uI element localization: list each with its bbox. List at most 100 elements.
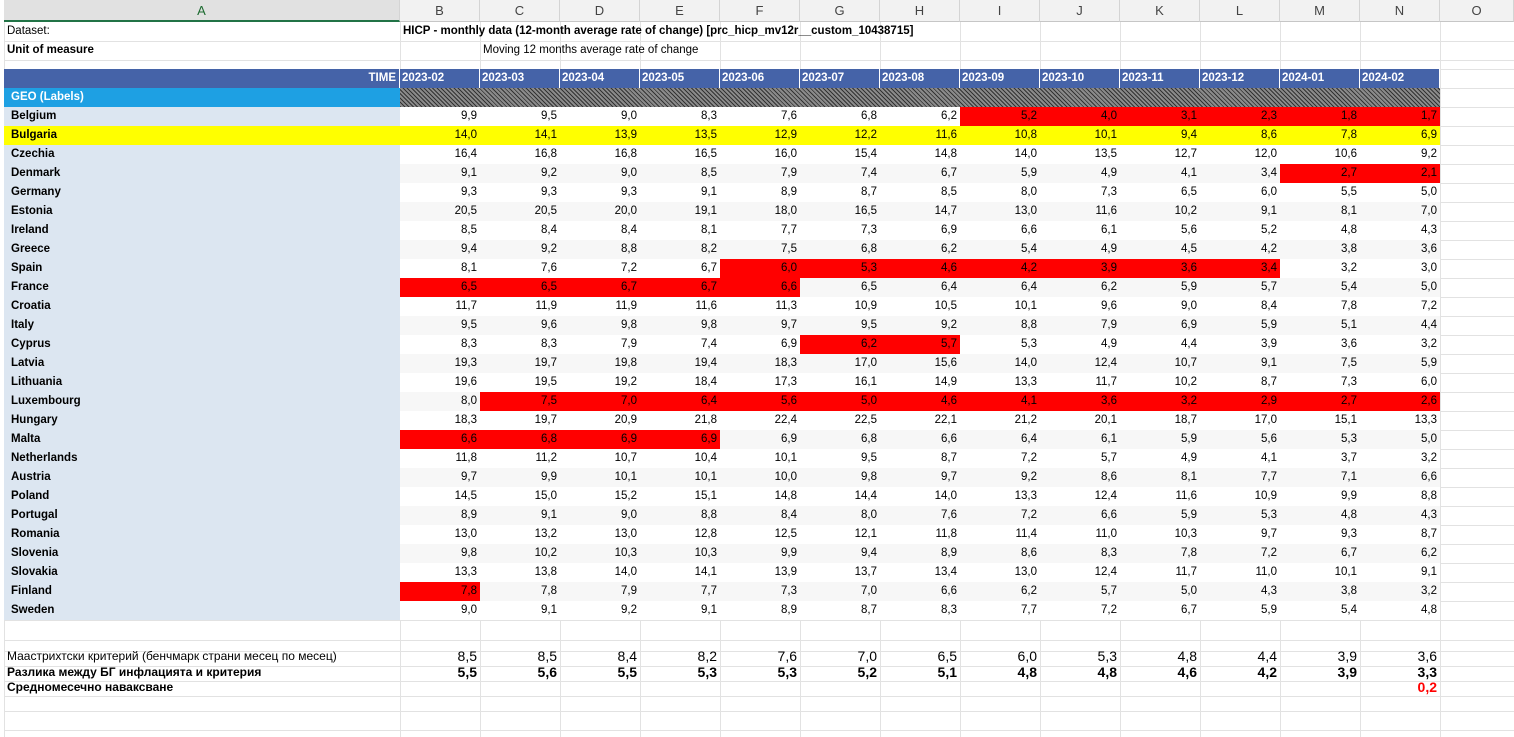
value-cell[interactable]: 7,8	[1120, 544, 1200, 563]
value-cell[interactable]: 5,9	[960, 164, 1040, 183]
value-cell[interactable]: 10,1	[560, 468, 640, 487]
value-cell[interactable]: 9,1	[480, 506, 560, 525]
value-cell[interactable]: 6,8	[800, 107, 880, 126]
period-header[interactable]: 2023-12	[1200, 69, 1280, 88]
criterion-value[interactable]: 8,2	[697, 648, 717, 664]
value-cell[interactable]: 8,3	[480, 335, 560, 354]
value-cell[interactable]: 5,9	[1360, 354, 1440, 373]
value-cell[interactable]: 8,6	[1040, 468, 1120, 487]
value-cell[interactable]: 12,4	[1040, 487, 1120, 506]
value-cell[interactable]: 4,8	[1280, 221, 1360, 240]
value-cell[interactable]: 8,1	[400, 259, 480, 278]
value-cell[interactable]: 16,1	[800, 373, 880, 392]
value-cell[interactable]: 2,7	[1280, 164, 1360, 183]
diff-value[interactable]: 4,2	[1257, 664, 1277, 680]
value-cell[interactable]: 5,3	[960, 335, 1040, 354]
value-cell[interactable]: 6,6	[720, 278, 800, 297]
criterion-value[interactable]: 4,8	[1177, 648, 1197, 664]
value-cell[interactable]: 10,8	[960, 126, 1040, 145]
country-label[interactable]: Luxembourg	[4, 392, 400, 411]
value-cell[interactable]: 3,0	[1360, 259, 1440, 278]
value-cell[interactable]: 5,3	[800, 259, 880, 278]
value-cell[interactable]: 18,7	[1120, 411, 1200, 430]
value-cell[interactable]: 11,2	[480, 449, 560, 468]
value-cell[interactable]: 13,3	[1360, 411, 1440, 430]
country-label[interactable]: Slovenia	[4, 544, 400, 563]
value-cell[interactable]: 6,2	[880, 107, 960, 126]
value-cell[interactable]: 9,5	[400, 316, 480, 335]
value-cell[interactable]: 11,0	[1200, 563, 1280, 582]
value-cell[interactable]: 8,4	[480, 221, 560, 240]
value-cell[interactable]: 8,8	[960, 316, 1040, 335]
value-cell[interactable]: 8,6	[1200, 126, 1280, 145]
column-header-d[interactable]: D	[560, 0, 640, 22]
value-cell[interactable]: 20,5	[480, 202, 560, 221]
value-cell[interactable]: 10,9	[800, 297, 880, 316]
value-cell[interactable]: 11,9	[560, 297, 640, 316]
value-cell[interactable]: 21,8	[640, 411, 720, 430]
value-cell[interactable]: 9,5	[800, 316, 880, 335]
period-header[interactable]: 2024-02	[1360, 69, 1440, 88]
value-cell[interactable]: 9,1	[640, 601, 720, 620]
value-cell[interactable]: 4,8	[1360, 601, 1440, 620]
value-cell[interactable]: 16,5	[800, 202, 880, 221]
country-label[interactable]: Croatia	[4, 297, 400, 316]
value-cell[interactable]: 9,9	[400, 107, 480, 126]
value-cell[interactable]: 5,0	[800, 392, 880, 411]
value-cell[interactable]: 8,0	[800, 506, 880, 525]
value-cell[interactable]: 8,9	[400, 506, 480, 525]
value-cell[interactable]: 8,0	[960, 183, 1040, 202]
value-cell[interactable]: 8,4	[560, 221, 640, 240]
diff-value[interactable]: 4,8	[1017, 664, 1037, 680]
value-cell[interactable]: 9,8	[640, 316, 720, 335]
value-cell[interactable]: 19,2	[560, 373, 640, 392]
value-cell[interactable]: 11,3	[720, 297, 800, 316]
value-cell[interactable]: 7,0	[1360, 202, 1440, 221]
value-cell[interactable]: 5,1	[1280, 316, 1360, 335]
value-cell[interactable]: 8,7	[800, 601, 880, 620]
criterion-value[interactable]: 8,5	[537, 648, 557, 664]
value-cell[interactable]: 5,7	[1040, 449, 1120, 468]
value-cell[interactable]: 9,1	[1200, 202, 1280, 221]
value-cell[interactable]: 6,4	[880, 278, 960, 297]
period-header[interactable]: 2023-11	[1120, 69, 1200, 88]
value-cell[interactable]: 5,6	[1120, 221, 1200, 240]
value-cell[interactable]: 8,1	[1120, 468, 1200, 487]
column-header-n[interactable]: N	[1360, 0, 1440, 22]
value-cell[interactable]: 10,2	[480, 544, 560, 563]
value-cell[interactable]: 22,1	[880, 411, 960, 430]
value-cell[interactable]: 9,9	[480, 468, 560, 487]
value-cell[interactable]: 3,7	[1280, 449, 1360, 468]
value-cell[interactable]: 13,3	[400, 563, 480, 582]
column-header-f[interactable]: F	[720, 0, 800, 22]
value-cell[interactable]: 6,9	[720, 335, 800, 354]
value-cell[interactable]: 4,5	[1120, 240, 1200, 259]
value-cell[interactable]: 13,5	[640, 126, 720, 145]
country-label[interactable]: Poland	[4, 487, 400, 506]
value-cell[interactable]: 14,8	[880, 145, 960, 164]
value-cell[interactable]: 19,3	[400, 354, 480, 373]
value-cell[interactable]: 10,1	[1280, 563, 1360, 582]
column-header-e[interactable]: E	[640, 0, 720, 22]
value-cell[interactable]: 13,8	[480, 563, 560, 582]
value-cell[interactable]: 8,1	[640, 221, 720, 240]
column-header-b[interactable]: B	[400, 0, 480, 22]
country-label[interactable]: Finland	[4, 582, 400, 601]
period-header[interactable]: 2023-05	[640, 69, 720, 88]
value-cell[interactable]: 6,7	[1120, 601, 1200, 620]
value-cell[interactable]: 9,8	[400, 544, 480, 563]
value-cell[interactable]: 4,9	[1040, 164, 1120, 183]
value-cell[interactable]: 13,0	[400, 525, 480, 544]
value-cell[interactable]: 3,6	[1360, 240, 1440, 259]
value-cell[interactable]: 8,7	[1360, 525, 1440, 544]
value-cell[interactable]: 3,2	[1360, 335, 1440, 354]
value-cell[interactable]: 15,2	[560, 487, 640, 506]
column-header-c[interactable]: C	[480, 0, 560, 22]
diff-value[interactable]: 5,5	[617, 664, 637, 680]
value-cell[interactable]: 5,9	[1200, 601, 1280, 620]
value-cell[interactable]: 10,3	[560, 544, 640, 563]
value-cell[interactable]: 16,4	[400, 145, 480, 164]
value-cell[interactable]: 12,1	[800, 525, 880, 544]
value-cell[interactable]: 8,3	[400, 335, 480, 354]
value-cell[interactable]: 19,4	[640, 354, 720, 373]
